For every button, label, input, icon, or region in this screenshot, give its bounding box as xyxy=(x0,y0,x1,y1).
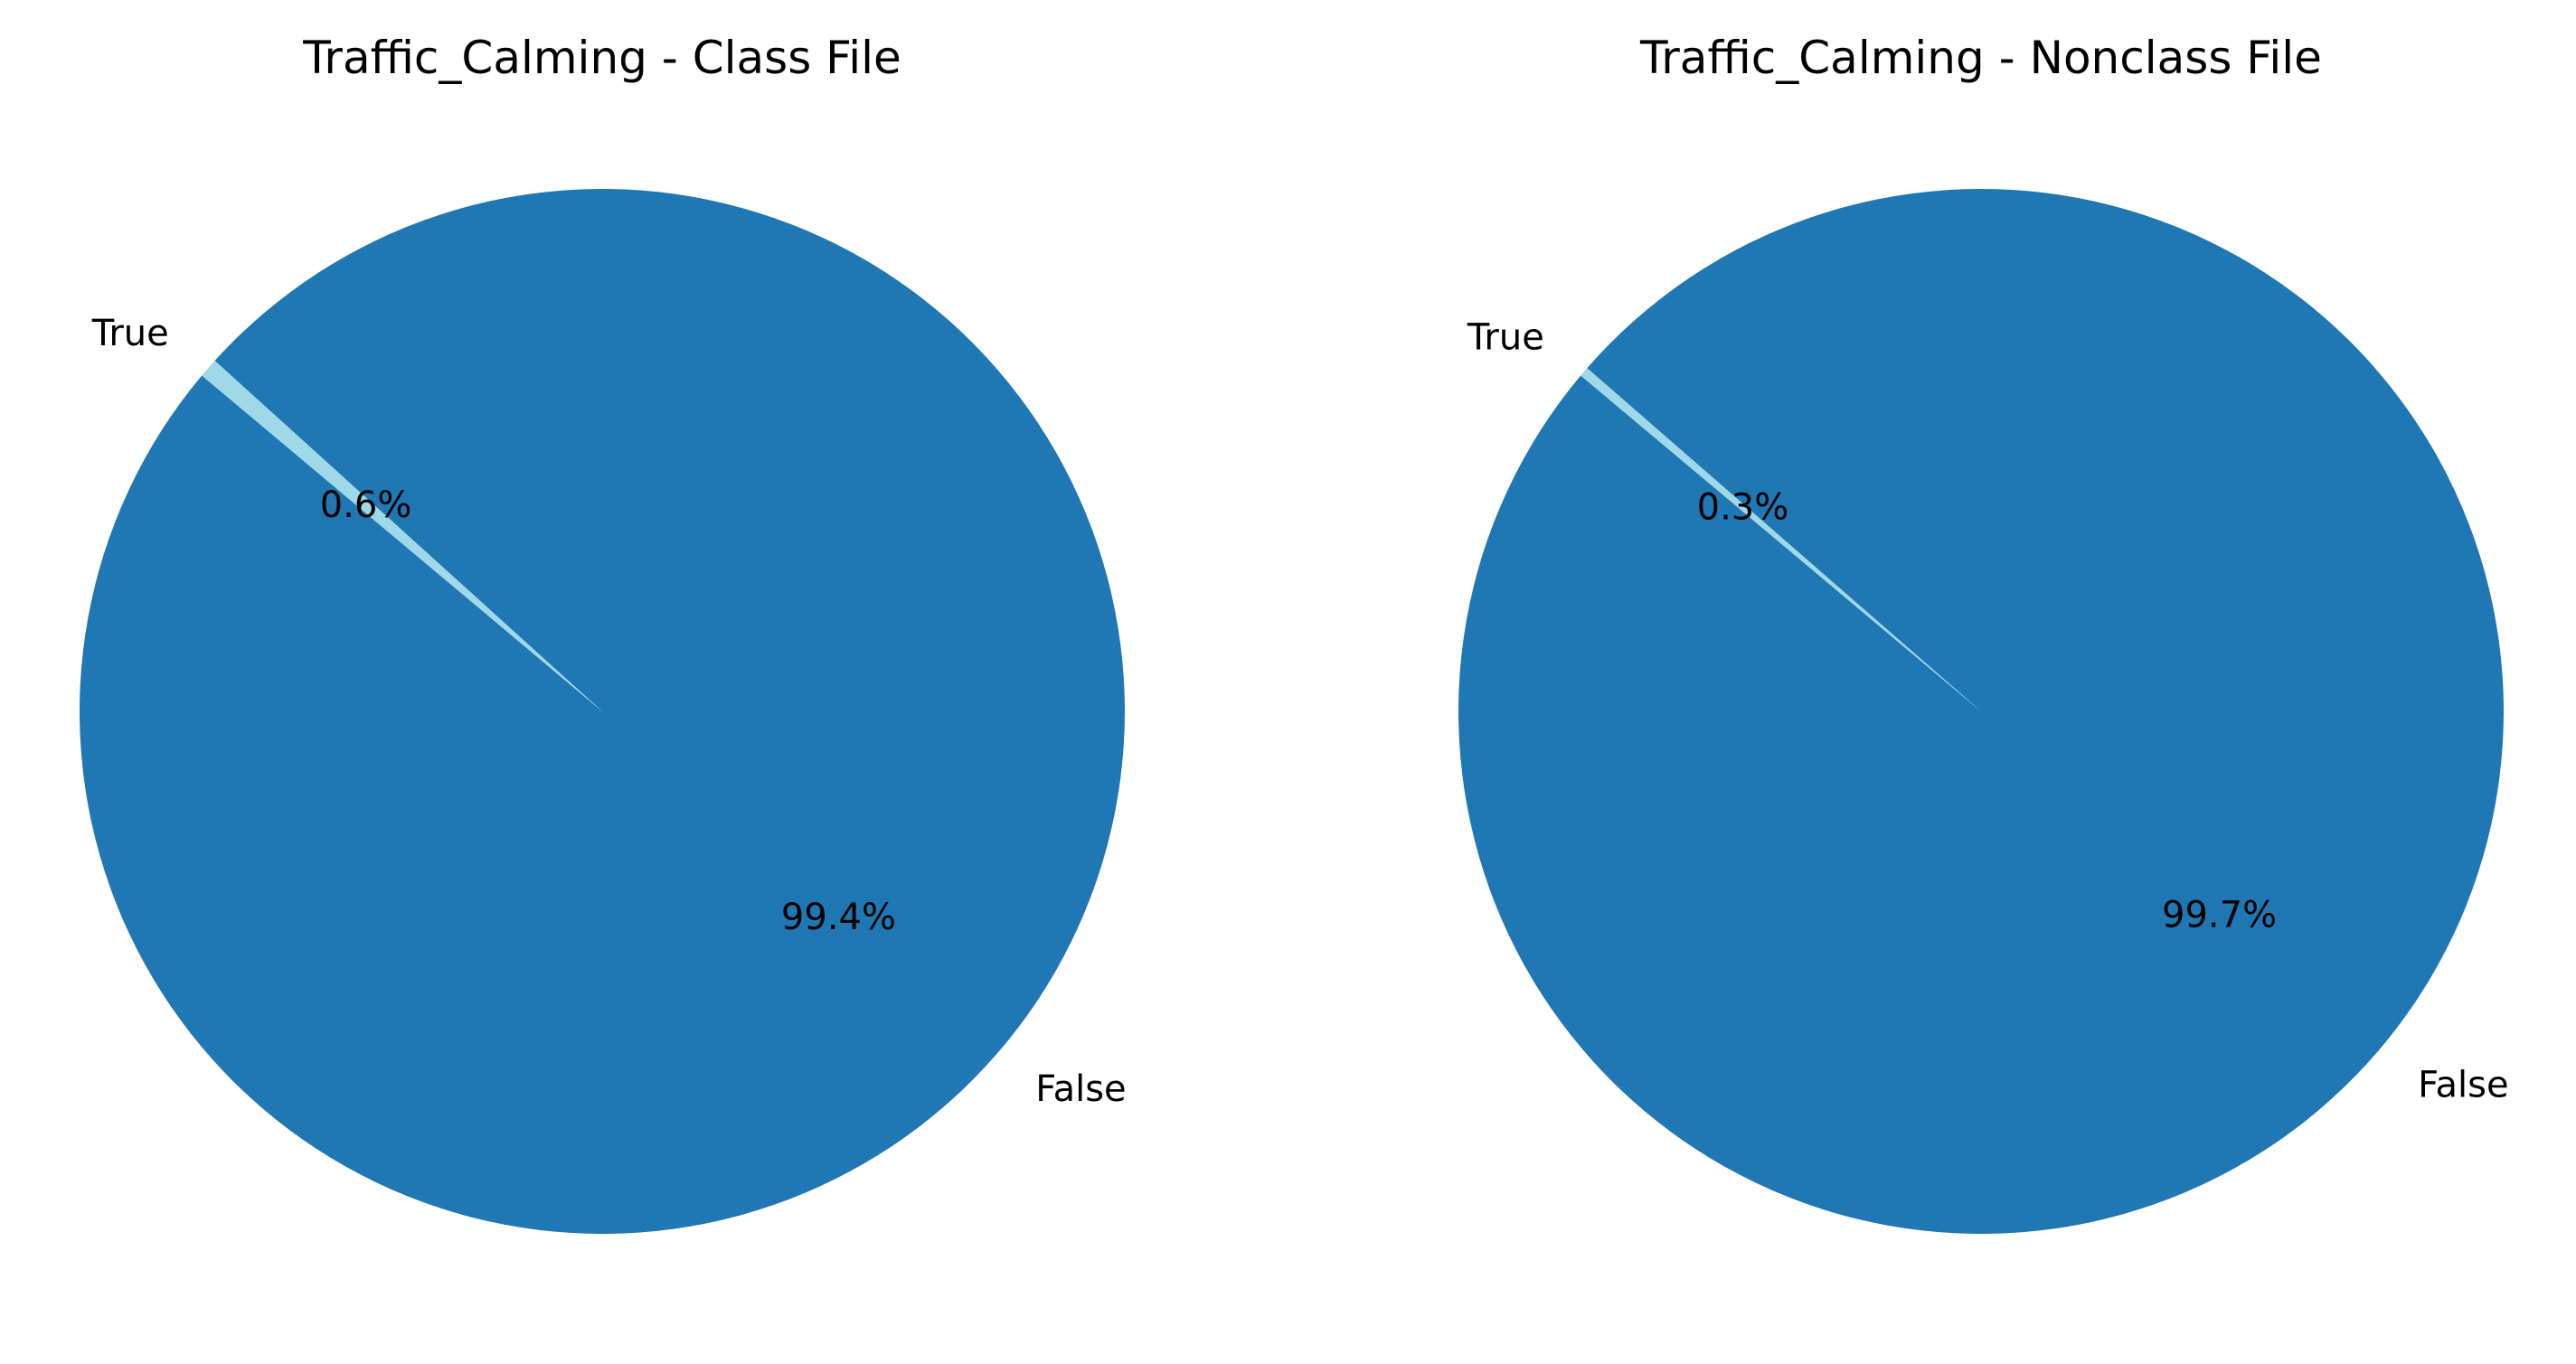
slice-percent-false: 99.7% xyxy=(2162,894,2277,936)
slice-label-true: True xyxy=(1467,317,1544,359)
slice-label-false: False xyxy=(2418,1064,2508,1105)
pie-chart-2: Traffic_Calming - Nonclass File False 99.7… xyxy=(1458,32,2509,1235)
chart-title: Traffic_Calming - Nonclass File xyxy=(1639,32,2322,84)
pie-chart-1: Traffic_Calming - Class File False 99.4% Tr… xyxy=(79,32,1127,1235)
pie-slice-false xyxy=(79,189,1125,1235)
pie-slice-true xyxy=(1581,368,1981,711)
chart-title: Traffic_Calming - Class File xyxy=(302,32,901,84)
pie-slice-false xyxy=(1458,189,2504,1235)
slice-label-false: False xyxy=(1035,1068,1126,1110)
slice-label-true: True xyxy=(91,313,169,354)
slice-percent-true: 0.6% xyxy=(320,484,412,526)
slice-percent-true: 0.3% xyxy=(1697,487,1789,529)
pie-slice-true xyxy=(202,361,602,711)
slice-percent-false: 99.4% xyxy=(781,897,896,938)
